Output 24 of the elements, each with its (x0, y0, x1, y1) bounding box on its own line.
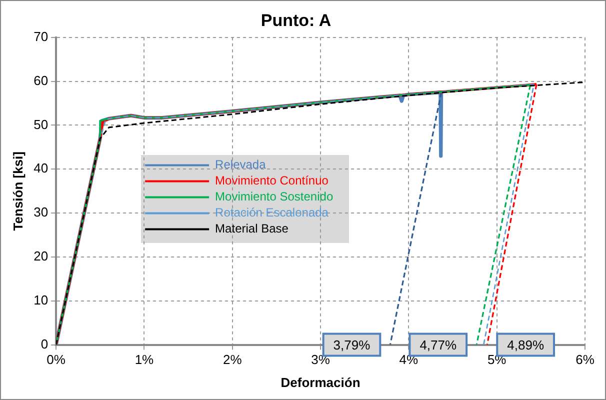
annotation: 4,77% (420, 337, 457, 352)
text: Relevada (215, 158, 266, 172)
y-tick-label: 10 (34, 292, 48, 308)
text: Movimiento Sostenido (215, 190, 334, 204)
y-tick-label: 20 (34, 248, 48, 264)
y-tick-label: 50 (34, 116, 48, 132)
annotation: 3,79% (333, 337, 371, 352)
y-tick-label: 30 (34, 204, 48, 220)
y-tick-label: 40 (34, 160, 48, 176)
x-tick-label: 6% (576, 352, 595, 368)
y-tick-label: 0 (40, 336, 48, 352)
chart-title: Punto: A (260, 10, 332, 30)
y-tick-label: 70 (34, 28, 48, 44)
text: Movimiento Contínuo (215, 174, 329, 188)
x-tick-label: 3% (311, 352, 330, 368)
x-axis-title: Deformación (280, 374, 360, 390)
text: Material Base (215, 222, 289, 236)
x-tick-label: 1% (134, 352, 154, 368)
text: Rotación Escalonada (215, 206, 329, 220)
x-tick-label: 2% (222, 352, 242, 368)
x-tick-label: 0% (46, 352, 66, 368)
y-tick-label: 60 (34, 72, 48, 88)
annotation: 4,89% (507, 337, 544, 352)
y-axis-title: Tensión [ksi] (10, 151, 26, 231)
